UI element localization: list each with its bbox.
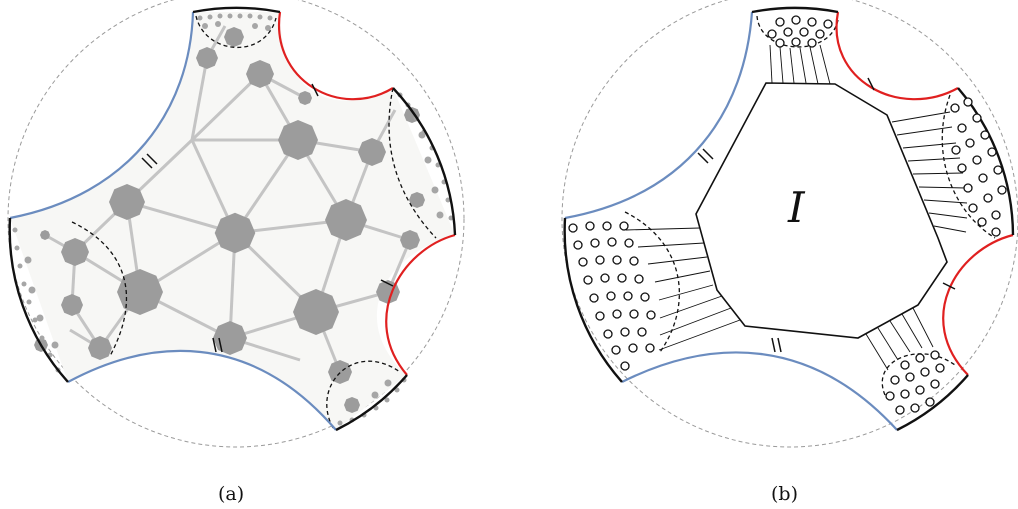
tick-marks-a [141, 83, 394, 353]
blue-arc-bottom-a [67, 349, 337, 431]
red-arc-bottom-a [385, 233, 456, 376]
octagon-tile [40, 230, 50, 240]
octagon-tile [328, 360, 352, 384]
blue-arc-top-a [9, 11, 195, 220]
tick-marks-b [697, 77, 956, 353]
octagon-tile [278, 120, 318, 160]
disk-outline-a [7, 0, 465, 448]
octagon-tile [358, 138, 386, 166]
octagon-tile [196, 47, 218, 69]
connection-lines-b [625, 44, 968, 371]
black-arc-bottom-b [896, 374, 969, 432]
octagon-tile [88, 336, 112, 360]
octagon-tile [117, 269, 163, 315]
panel-a: (a) [7, 0, 465, 505]
octagon-tile [298, 91, 312, 105]
octagon-tile [325, 199, 367, 241]
blue-arc-bottom-b [621, 351, 898, 431]
octagon-tile [246, 60, 274, 88]
caption-a: (a) [218, 483, 244, 505]
dashed-boundaries-a [71, 15, 437, 429]
octagon-tile [214, 212, 256, 254]
red-arc-top-b [835, 11, 959, 101]
octagon-tile [61, 294, 83, 316]
black-arc-bottom-a [335, 374, 408, 432]
octagon-tile [61, 238, 89, 266]
region-label-I: I [787, 183, 806, 232]
panel-b: I [561, 0, 1018, 505]
blue-arc-top-b [564, 11, 754, 220]
red-arc-bottom-b [942, 233, 1014, 376]
octagon-tile [400, 230, 420, 250]
octagon-tile [409, 192, 425, 208]
boundary-circles-b [568, 15, 1007, 415]
octagon-tile [213, 321, 247, 355]
black-arc-left-a [8, 217, 69, 383]
region-I [695, 82, 948, 339]
black-arc-top-b [751, 6, 839, 14]
black-arc-top-a [192, 6, 281, 14]
octagon-tile [109, 184, 145, 220]
black-arc-right-b [957, 87, 1015, 236]
octagon-tiles-a [34, 27, 425, 413]
black-arc-right-a [392, 87, 457, 236]
black-arc-left-b [563, 217, 623, 383]
caption-b: (b) [771, 483, 798, 505]
disk-outline-b [561, 0, 1018, 448]
octagon-tile [224, 27, 244, 47]
dashed-boundaries-b [624, 15, 996, 396]
octagon-tile [293, 289, 339, 335]
octagon-tile [344, 397, 360, 413]
